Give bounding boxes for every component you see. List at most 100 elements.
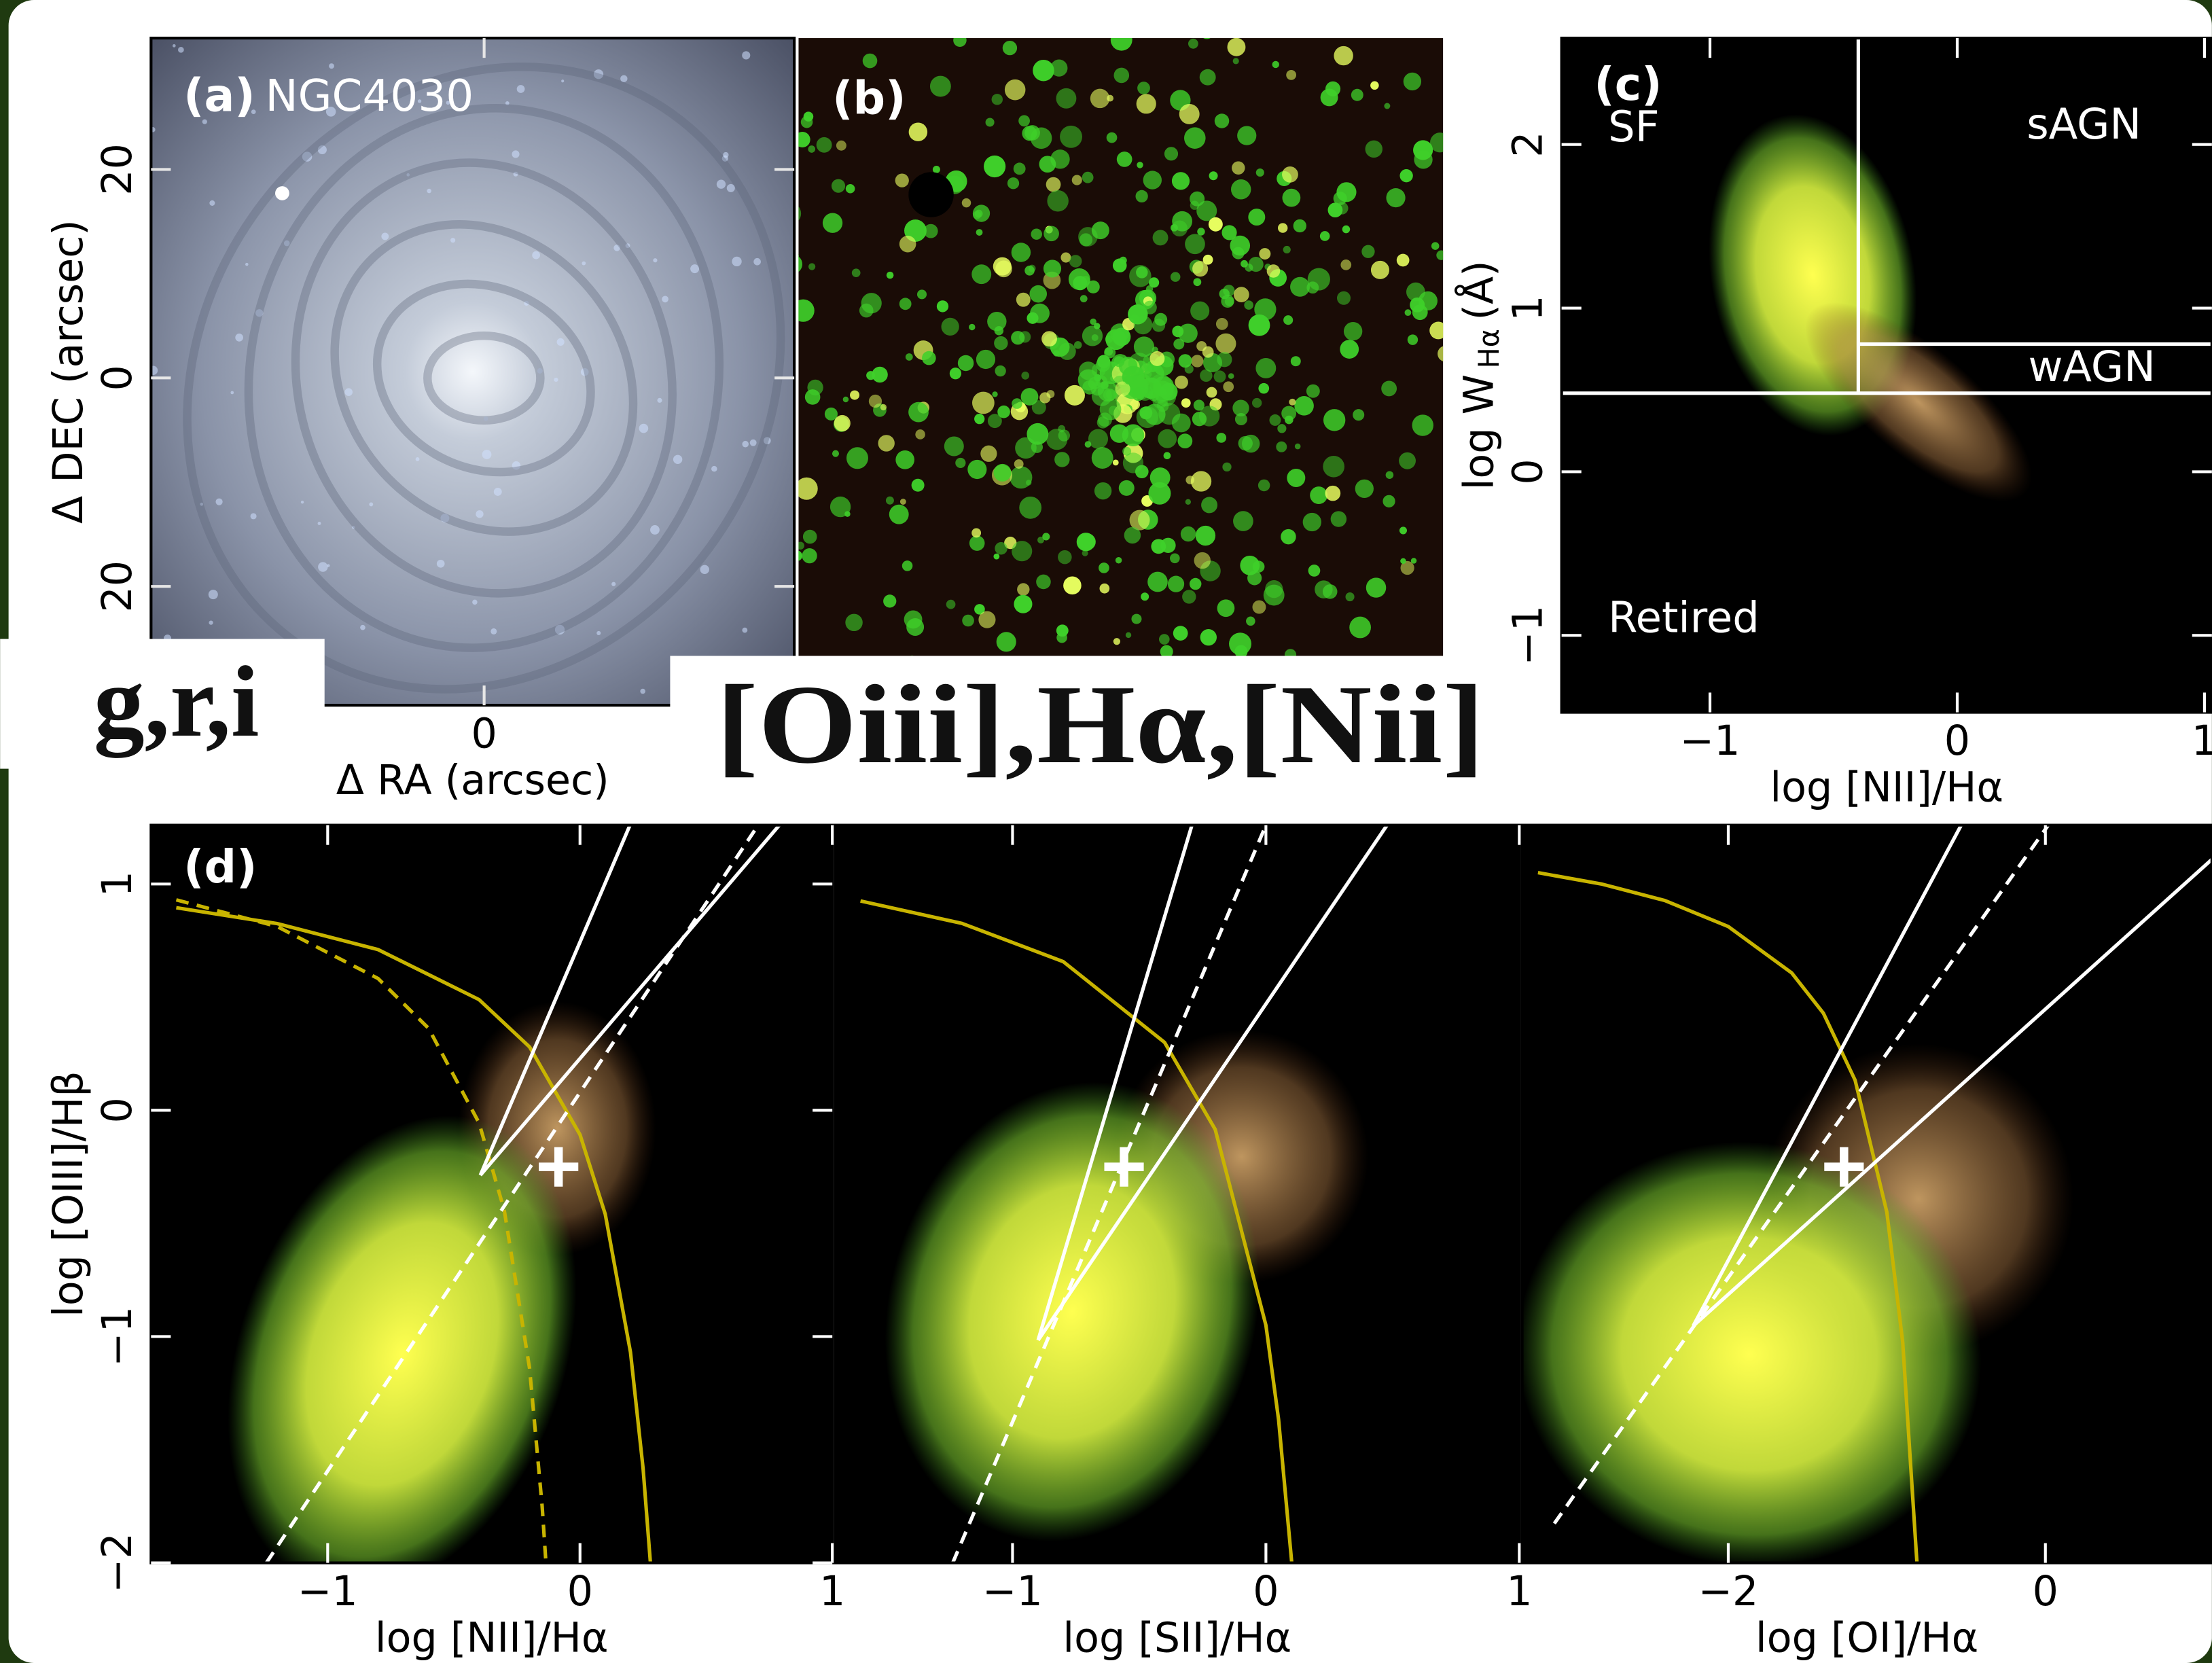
emission-knot: [1206, 387, 1217, 398]
emission-knot: [798, 256, 802, 272]
x-axis-label: log [NII]/Hα: [1770, 764, 2003, 811]
emission-knot: [955, 457, 966, 468]
emission-knot: [1012, 398, 1022, 409]
star-knot: [505, 101, 510, 105]
emission-knot: [850, 390, 860, 400]
emission-knot: [1259, 248, 1271, 260]
emission-knot: [1202, 346, 1214, 358]
emission-knot: [831, 179, 846, 193]
emission-knot: [1221, 225, 1237, 240]
emission-knot: [1082, 380, 1097, 395]
emission-knot: [1105, 389, 1117, 400]
emission-knot: [1124, 375, 1134, 385]
emission-knot: [1336, 291, 1351, 305]
star-knot: [317, 522, 321, 525]
star-knot: [721, 155, 728, 162]
emission-knot: [1037, 536, 1045, 543]
star-knot: [673, 454, 683, 464]
star-knot: [611, 582, 616, 586]
emission-knot: [1190, 471, 1212, 492]
emission-knot: [1258, 382, 1270, 394]
emission-knot: [834, 414, 851, 432]
emission-knot: [1215, 333, 1236, 354]
emission-knot: [1233, 287, 1249, 303]
emission-knot: [1042, 533, 1050, 541]
emission-knot: [1180, 526, 1196, 542]
star-knot: [369, 502, 374, 507]
y-tick-label: 20: [94, 560, 141, 613]
star-knot: [580, 368, 589, 376]
emission-knot: [1277, 223, 1288, 233]
emission-knot: [1185, 499, 1192, 505]
emission-knot: [1160, 382, 1178, 401]
region-label: wAGN: [2028, 342, 2155, 391]
emission-knot: [1122, 446, 1132, 456]
star-knot: [493, 488, 502, 496]
emission-knot: [1399, 526, 1407, 535]
emission-knot: [1031, 228, 1042, 240]
star-knot: [513, 171, 518, 177]
emission-knot: [972, 391, 995, 414]
plot-area: [1522, 825, 2212, 1563]
star-knot: [344, 388, 353, 396]
caption: [Oiii],Hα,[Nii]: [716, 662, 1485, 787]
emission-knot: [949, 368, 962, 380]
star-knot: [440, 514, 450, 523]
star-knot: [472, 599, 478, 605]
emission-knot: [1246, 616, 1255, 626]
y-tick-label: 2: [1505, 131, 1552, 157]
star-knot: [406, 173, 410, 177]
emission-knot: [984, 155, 1006, 178]
emission-knot: [1325, 485, 1341, 501]
emission-knot: [1105, 335, 1113, 344]
emission-knot: [1046, 177, 1061, 192]
emission-knot: [969, 323, 976, 331]
emission-knot: [1202, 254, 1213, 265]
y-tick-label: 1: [94, 871, 141, 897]
emission-knot: [1248, 257, 1264, 272]
emission-knot: [878, 435, 895, 452]
emission-knot: [1429, 321, 1444, 340]
emission-knot: [804, 389, 821, 405]
star-knot: [446, 101, 450, 105]
x-tick-label: 1: [819, 1568, 845, 1615]
star-knot: [436, 559, 445, 568]
emission-knot: [1400, 560, 1414, 575]
emission-knot: [866, 371, 876, 380]
emission-knot: [1216, 433, 1227, 443]
star-knot: [317, 145, 327, 155]
star-knot: [483, 416, 488, 421]
boundary-line: [478, 825, 632, 1176]
emission-knot: [987, 414, 1002, 429]
emission-knot: [845, 183, 855, 194]
star-knot: [554, 377, 558, 382]
star-knot: [235, 334, 243, 342]
panel: −2 0 log [OI]/Hα: [1520, 823, 2212, 1662]
y-tick-label: −1: [94, 1306, 141, 1367]
x-tick-label: −1: [1680, 717, 1741, 765]
emission-knot: [1090, 88, 1110, 109]
emission-knot: [1222, 462, 1232, 472]
emission-knot: [1294, 443, 1301, 450]
emission-knot: [974, 604, 985, 615]
emission-knot: [1030, 303, 1050, 323]
emission-knot: [1178, 323, 1198, 343]
emission-knot: [1178, 354, 1192, 368]
x-tick-label: −1: [298, 1568, 358, 1615]
panel: 0 20 0 20 Δ RA (arcsec) Δ DEC (arcsec): [45, 36, 796, 804]
star-knot: [742, 627, 748, 633]
emission-knot: [1028, 264, 1036, 272]
star-knot: [554, 624, 565, 635]
x-tick-label: 1: [2192, 717, 2212, 765]
y-axis-label: log [OIII]/Hβ: [45, 1071, 92, 1317]
emission-knot: [1170, 272, 1181, 282]
boundary-line: [951, 825, 1268, 1563]
emission-knot: [1171, 223, 1178, 232]
plot-area: [1561, 38, 2212, 713]
panel: −1 0 1 −2 −1 0 1 log [NII]/Hα log [OIII]/Hβ: [45, 823, 845, 1662]
emission-knot: [1232, 58, 1239, 65]
emission-knot: [1135, 190, 1148, 203]
y-tick-label: 0: [94, 1097, 141, 1123]
emission-knot: [1105, 347, 1113, 356]
star-knot: [251, 109, 256, 115]
